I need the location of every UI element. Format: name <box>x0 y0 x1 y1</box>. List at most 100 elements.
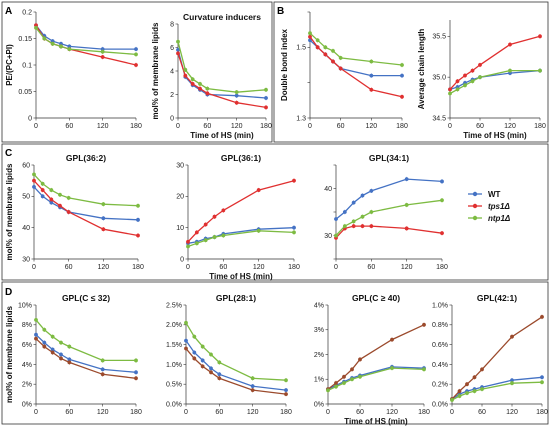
data-point-tps1 <box>292 178 296 183</box>
panel-frame-D <box>1 281 549 425</box>
y-tick-label: 0.0% <box>166 401 182 408</box>
data-point-ntp1 <box>440 198 444 203</box>
y-tick-label: 3% <box>314 327 324 334</box>
data-point-tps1 <box>369 87 374 92</box>
y-tick-label: 2.5% <box>166 302 182 309</box>
plot-c3: 30 40 0 60 120 180 GPL(34:1) <box>324 153 448 271</box>
data-point-ntp1 <box>369 59 374 64</box>
data-point-WT <box>59 41 63 46</box>
data-point-WT <box>200 358 205 363</box>
data-point-tps1 <box>203 222 208 227</box>
data-point-ntp1 <box>400 63 404 67</box>
x-tick-label: 120 <box>386 409 398 416</box>
series-line-ntp1 <box>309 32 403 66</box>
x-tick-label: 120 <box>504 123 516 130</box>
data-point-WT <box>136 217 140 222</box>
x-tick-label: 180 <box>396 123 408 130</box>
data-point-tps1 <box>480 367 484 372</box>
x-tick-label: 120 <box>401 264 413 271</box>
x-tick-label: 0 <box>450 409 454 416</box>
data-point-ntp1 <box>217 360 222 365</box>
x-tick-label: 60 <box>367 264 375 271</box>
series-line-ntp1 <box>35 319 136 362</box>
y-tick-label: 40 <box>324 186 332 193</box>
data-point-ntp1 <box>209 352 213 357</box>
data-point-tps1 <box>284 392 288 396</box>
data-point-WT <box>250 384 255 389</box>
data-point-tps1 <box>200 364 205 369</box>
data-point-tps1 <box>404 226 409 231</box>
data-point-tps1 <box>176 51 180 56</box>
data-point-WT <box>369 188 374 193</box>
data-point-WT <box>400 73 404 78</box>
x-tick-label: 0 <box>334 264 338 271</box>
data-point-ntp1 <box>184 320 188 325</box>
plot-title: GPL(36:1) <box>221 153 261 163</box>
plot-a1: 0 0.05 0.1 0.15 0.2 0 60 120 180 PE/(PC+PI) <box>5 9 142 130</box>
x-tick-label: 120 <box>247 409 259 416</box>
x-tick-label: 120 <box>506 409 518 416</box>
data-point-tps1 <box>455 79 460 84</box>
y-tick-label: 35.5 <box>432 34 446 41</box>
data-point-ntp1 <box>42 327 47 332</box>
data-point-tps1 <box>463 73 467 78</box>
data-point-ntp1 <box>480 387 484 392</box>
data-point-ntp1 <box>422 367 426 372</box>
data-point-WT <box>101 216 106 221</box>
data-point-WT <box>184 338 188 343</box>
data-point-ntp1 <box>205 86 210 91</box>
data-point-WT <box>67 44 72 49</box>
data-point-ntp1 <box>470 79 475 84</box>
y-tick-label: 0 <box>170 115 174 122</box>
y-tick-label: 0.2% <box>432 382 448 389</box>
data-point-ntp1 <box>390 366 394 371</box>
y-tick-label: 4 <box>170 68 174 75</box>
data-point-tps1 <box>334 381 338 385</box>
x-tick-label: 0 <box>176 123 180 130</box>
x-tick-label: 120 <box>231 123 243 130</box>
x-axis-label: Time of HS (min) <box>190 131 254 140</box>
x-tick-label: 60 <box>215 409 223 416</box>
plot-d2: 0.0% 0.5% 1.0% 1.5% 2.0% 2.5% 0 60 120 180 GPL(28:… <box>166 293 292 416</box>
plot-title: GPL(42:1) <box>477 293 517 303</box>
data-point-tps1 <box>32 178 36 183</box>
data-point-ntp1 <box>342 381 346 385</box>
x-tick-label: 120 <box>97 409 109 416</box>
data-point-ntp1 <box>203 238 208 243</box>
data-point-tps1 <box>465 382 469 387</box>
x-tick-label: 60 <box>478 409 486 416</box>
plots-layer: 00.050.10.150.20 60 120 180PE/(PC+PI)024680… <box>5 9 548 426</box>
data-point-tps1 <box>212 214 217 219</box>
data-point-ntp1 <box>450 398 454 402</box>
data-point-tps1 <box>508 42 512 47</box>
plot-d4: 0.0% 0.2% 0.4% 0.6% 0.8% 1.0% 0 60 120 180 GPL(42:… <box>432 293 548 416</box>
data-point-tps1 <box>134 63 138 67</box>
x-tick-label: 180 <box>260 123 272 130</box>
x-axis-label: Time of HS (min) <box>209 272 273 281</box>
data-point-ntp1 <box>50 41 55 46</box>
data-point-tps1 <box>42 344 47 349</box>
plot-title: Curvature inducers <box>183 12 261 22</box>
data-point-ntp1 <box>234 90 239 95</box>
data-point-WT <box>209 366 213 371</box>
data-point-tps1 <box>390 337 394 342</box>
panel-letter-A: A <box>5 6 12 17</box>
x-tick-label: 0 <box>326 409 330 416</box>
data-point-tps1 <box>67 360 72 365</box>
y-tick-label: 1% <box>314 377 324 384</box>
data-point-WT <box>100 47 105 51</box>
data-point-tps1 <box>100 372 105 377</box>
data-point-ntp1 <box>134 52 138 57</box>
data-point-WT <box>32 185 36 189</box>
series-line-ntp1 <box>185 322 287 381</box>
data-point-ntp1 <box>472 389 477 394</box>
data-point-tps1 <box>192 356 197 361</box>
data-point-tps1 <box>338 66 343 71</box>
y-tick-label: 0.05 <box>18 89 32 96</box>
data-point-WT <box>40 194 45 199</box>
data-point-tps1 <box>422 322 426 327</box>
data-point-ntp1 <box>478 75 482 80</box>
y-axis-label: Average chain length <box>417 29 426 110</box>
data-point-ntp1 <box>59 340 63 345</box>
